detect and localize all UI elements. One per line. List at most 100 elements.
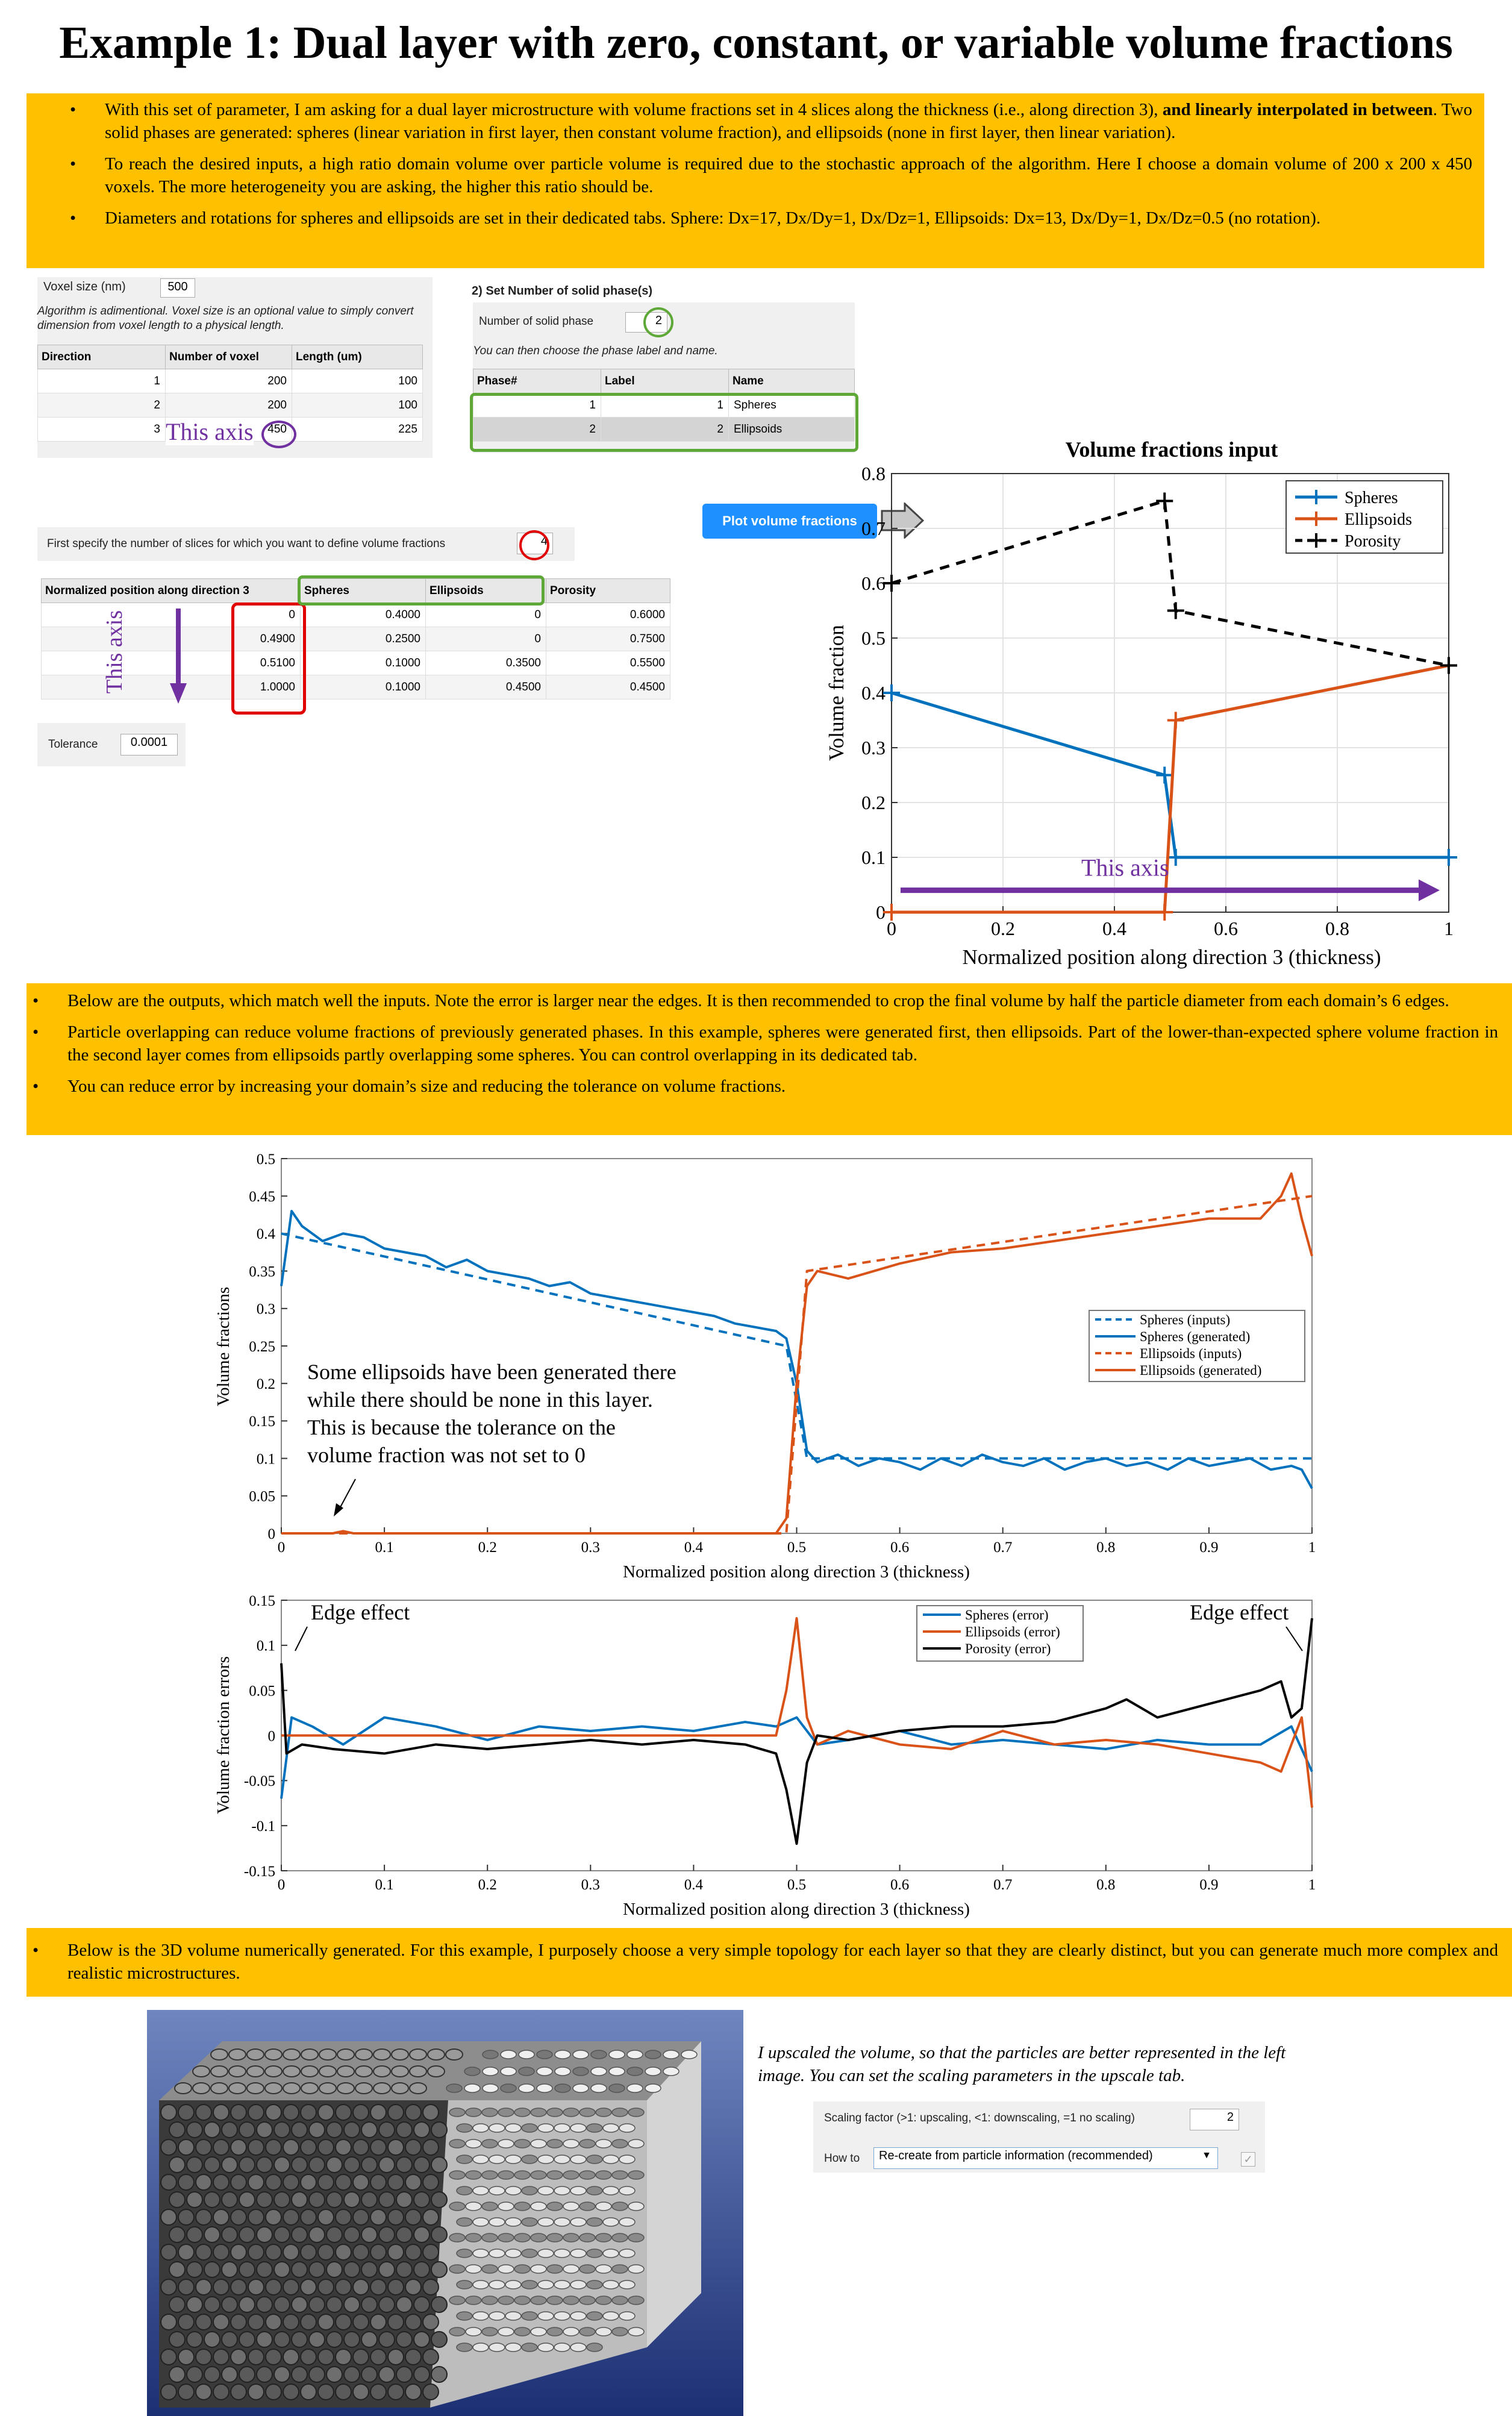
y-axis-label: Volume fractions xyxy=(214,1287,233,1406)
phases-table[interactable]: Phase# Label Name 1 1 Spheres 2 2 Ellipsoids xyxy=(473,369,855,442)
sphere-particle xyxy=(355,2082,373,2094)
sphere-particle xyxy=(422,2174,439,2191)
sphere-particle xyxy=(378,2261,395,2278)
sphere-particle xyxy=(160,2139,177,2156)
table-row[interactable]: 1.0000 0.1000 0.4500 0.4500 xyxy=(41,675,670,699)
how-to-checkbox[interactable]: ✓ xyxy=(1241,2152,1255,2167)
ellipsoid-particle xyxy=(628,2202,645,2211)
how-to-select[interactable]: Re-create from particle information (rec… xyxy=(873,2147,1218,2169)
y-tick-label: -0.05 xyxy=(244,1773,275,1789)
sphere-particle xyxy=(239,2261,255,2278)
sphere-particle xyxy=(343,2331,360,2348)
y-tick-label: 0.15 xyxy=(249,1413,275,1430)
sphere-particle xyxy=(370,2244,387,2261)
ellipsoid-particle xyxy=(530,2170,547,2180)
ellipsoid-particle xyxy=(579,2202,596,2211)
tolerance-label: Tolerance xyxy=(48,738,98,751)
sphere-particle xyxy=(230,2383,247,2400)
sphere-particle xyxy=(431,2226,448,2243)
sphere-particle xyxy=(326,2156,343,2173)
slices-col-position: Normalized position along direction 3 xyxy=(41,578,301,603)
sphere-particle xyxy=(239,2366,255,2383)
sphere-particle xyxy=(228,2048,246,2061)
scaling-factor-input[interactable]: 2 xyxy=(1190,2109,1239,2130)
sphere-particle xyxy=(265,2279,282,2296)
sphere-particle xyxy=(431,2366,448,2383)
voxel-col-direction: Direction xyxy=(37,345,166,369)
tolerance-input[interactable]: 0.0001 xyxy=(120,734,178,756)
sphere-particle xyxy=(373,2065,391,2077)
ellipsoid-particle xyxy=(608,2083,625,2093)
ellipsoid-particle xyxy=(489,2186,505,2195)
sphere-particle xyxy=(230,2279,247,2296)
sphere-particle xyxy=(335,2209,352,2226)
y-tick-label: 0.1 xyxy=(257,1638,275,1654)
y-tick-label: 0.05 xyxy=(249,1489,275,1505)
sphere-particle xyxy=(160,2244,177,2261)
chart-volume-fraction-errors: 0 0.1 0.2 0.3 0.4 0.5 0.6 0.7 0.8 0.9 1 0.15 0.1 0.05… xyxy=(214,1593,1316,1919)
ellipsoid-particle xyxy=(645,2067,661,2076)
y-tick-label: -0.1 xyxy=(251,1818,275,1835)
sphere-particle xyxy=(283,2174,299,2191)
chevron-down-icon: ▼ xyxy=(1202,2150,1211,2161)
sphere-particle xyxy=(186,2121,203,2138)
plot-volume-fractions-button[interactable]: Plot volume fractions xyxy=(702,504,877,539)
x-tick-label: 0.4 xyxy=(1102,918,1126,939)
sphere-particle xyxy=(204,2296,220,2313)
ellipsoid-particle xyxy=(481,2108,498,2117)
sphere-particle xyxy=(378,2121,395,2138)
sphere-particle xyxy=(273,2366,290,2383)
table-row[interactable]: 1 200 100 xyxy=(37,369,423,393)
voxel-size-input[interactable]: 500 xyxy=(160,278,195,298)
legend-label: Porosity xyxy=(1345,532,1401,551)
sphere-particle xyxy=(195,2104,212,2121)
table-row[interactable]: 0.4900 0.2500 0 0.7500 xyxy=(41,627,670,651)
ellipsoid-particle xyxy=(456,2249,473,2258)
x-tick-label: 0.1 xyxy=(375,1877,393,1893)
sphere-particle xyxy=(248,2279,264,2296)
table-row[interactable]: 2 2 Ellipsoids xyxy=(473,417,855,442)
ellipsoid-particle xyxy=(514,2264,531,2274)
sphere-particle xyxy=(352,2383,369,2400)
sphere-particle xyxy=(370,2209,387,2226)
sphere-particle xyxy=(283,2209,299,2226)
ellipsoid-particle xyxy=(498,2108,514,2117)
ellipsoid-particle xyxy=(563,2327,579,2336)
ellipsoid-particle xyxy=(481,2170,498,2180)
y-tick-label: 0.1 xyxy=(257,1451,275,1467)
ellipsoid-particle xyxy=(570,2280,587,2289)
sphere-particle xyxy=(361,2121,378,2138)
sphere-particle xyxy=(273,2226,290,2243)
sphere-particle xyxy=(308,2156,325,2173)
ellipsoid-particle xyxy=(530,2233,547,2242)
sphere-particle xyxy=(213,2209,230,2226)
table-row[interactable]: 2 200 100 xyxy=(37,393,423,418)
ellipsoid-particle xyxy=(472,2280,489,2289)
sphere-particle xyxy=(335,2244,352,2261)
sphere-particle xyxy=(300,2244,317,2261)
volume-bullet-1: Below is the 3D volume numerically gener… xyxy=(33,1939,1498,1985)
sphere-particle xyxy=(300,2349,317,2365)
slices-count-highlight xyxy=(519,530,549,560)
ellipsoid-particle xyxy=(464,2067,481,2076)
table-row[interactable]: 0.5100 0.1000 0.3500 0.5500 xyxy=(41,651,670,675)
ellipsoid-particle xyxy=(611,2202,628,2211)
sphere-particle xyxy=(291,2331,308,2348)
ellipsoid-particle xyxy=(586,2311,603,2321)
sphere-particle xyxy=(308,2331,325,2348)
sphere-particle xyxy=(396,2226,413,2243)
ellipsoid-particle xyxy=(489,2342,505,2352)
table-row[interactable]: 0 0.4000 0 0.6000 xyxy=(41,602,670,627)
sphere-particle xyxy=(326,2296,343,2313)
ellipsoid-particle xyxy=(521,2155,538,2164)
ellipsoid-particle xyxy=(514,2202,531,2211)
sphere-particle xyxy=(409,2048,427,2061)
sphere-particle xyxy=(283,2314,299,2330)
y-tick-label: 0.3 xyxy=(861,737,886,759)
slices-table[interactable]: Normalized position along direction 3 Sph… xyxy=(41,578,670,699)
sphere-particle xyxy=(264,2082,283,2094)
sphere-particle xyxy=(221,2121,238,2138)
outputs-bullet-2: Particle overlapping can reduce volume f… xyxy=(33,1021,1498,1066)
series-line xyxy=(891,499,1449,667)
voxel-table[interactable]: Direction Number of voxel Length (um) 1 200… xyxy=(37,345,423,442)
